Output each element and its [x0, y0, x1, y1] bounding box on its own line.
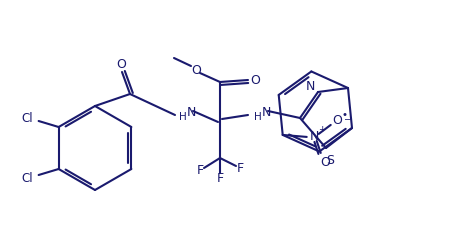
Text: O: O: [319, 156, 329, 170]
Text: Cl: Cl: [21, 112, 32, 124]
Text: O: O: [191, 64, 200, 76]
Text: F: F: [236, 162, 243, 174]
Text: O: O: [116, 58, 125, 70]
Text: O: O: [331, 114, 341, 128]
Text: F: F: [216, 172, 223, 184]
Text: N: N: [187, 106, 196, 120]
Text: S: S: [325, 154, 333, 166]
Text: N: N: [305, 80, 314, 92]
Text: −: −: [342, 114, 350, 124]
Text: O: O: [250, 74, 259, 86]
Text: H: H: [179, 112, 187, 122]
Text: +: +: [317, 126, 325, 134]
Text: F: F: [196, 164, 203, 176]
Text: H: H: [254, 112, 261, 122]
Text: •: •: [341, 110, 347, 120]
Text: N: N: [309, 130, 319, 143]
Text: N: N: [262, 106, 271, 120]
Text: Cl: Cl: [21, 172, 32, 184]
